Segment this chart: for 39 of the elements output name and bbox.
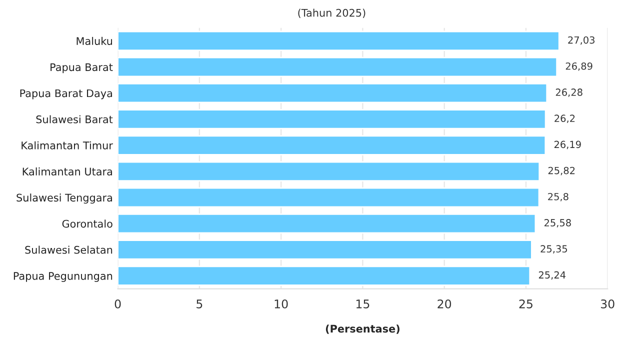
bar bbox=[118, 266, 531, 286]
x-tick-label: 25 bbox=[519, 299, 532, 308]
chart-subtitle: (Tahun 2025) bbox=[298, 8, 366, 18]
data-label: 25,8 bbox=[548, 192, 568, 202]
bar bbox=[118, 214, 536, 234]
data-label: 25,58 bbox=[544, 219, 571, 228]
x-axis-title: (Persentase) bbox=[326, 324, 400, 334]
bar bbox=[118, 83, 548, 104]
y-tick-label: Papua Barat Daya bbox=[20, 89, 112, 100]
y-tick-label: Sulawesi Tenggara bbox=[16, 194, 112, 204]
bar bbox=[118, 135, 546, 156]
data-label: 26,89 bbox=[566, 62, 592, 71]
y-tick-label: Papua Pegunungan bbox=[14, 272, 112, 282]
y-tick-label: Gorontalo bbox=[62, 220, 112, 228]
data-label: 25,82 bbox=[548, 166, 575, 176]
bar bbox=[118, 187, 540, 208]
x-tick-label: 20 bbox=[438, 299, 452, 308]
y-tick-label: Maluku bbox=[76, 36, 112, 45]
bar bbox=[118, 30, 560, 51]
bar bbox=[118, 161, 540, 182]
x-tick-label: 15 bbox=[356, 300, 370, 308]
x-tick-label: 10 bbox=[274, 299, 288, 308]
data-label: 25,35 bbox=[540, 245, 567, 254]
x-tick-label: 5 bbox=[196, 300, 202, 308]
bar bbox=[118, 109, 546, 130]
bar bbox=[118, 240, 532, 260]
y-tick-label: Sulawesi Selatan bbox=[25, 246, 112, 254]
data-label: 27,03 bbox=[568, 36, 594, 45]
data-label: 25,24 bbox=[538, 271, 566, 280]
y-tick-label: Papua Barat bbox=[50, 63, 113, 74]
data-label: 26,2 bbox=[554, 114, 575, 124]
data-label: 26,28 bbox=[556, 88, 582, 97]
y-tick-label: Kalimantan Utara bbox=[22, 167, 112, 176]
x-tick-label: 0 bbox=[114, 299, 121, 308]
x-tick-label: 30 bbox=[600, 299, 614, 308]
y-tick-label: Sulawesi Barat bbox=[36, 115, 113, 124]
data-label: 26,19 bbox=[554, 140, 581, 150]
bar bbox=[118, 56, 558, 78]
y-tick-label: Kalimantan Timur bbox=[22, 141, 113, 150]
